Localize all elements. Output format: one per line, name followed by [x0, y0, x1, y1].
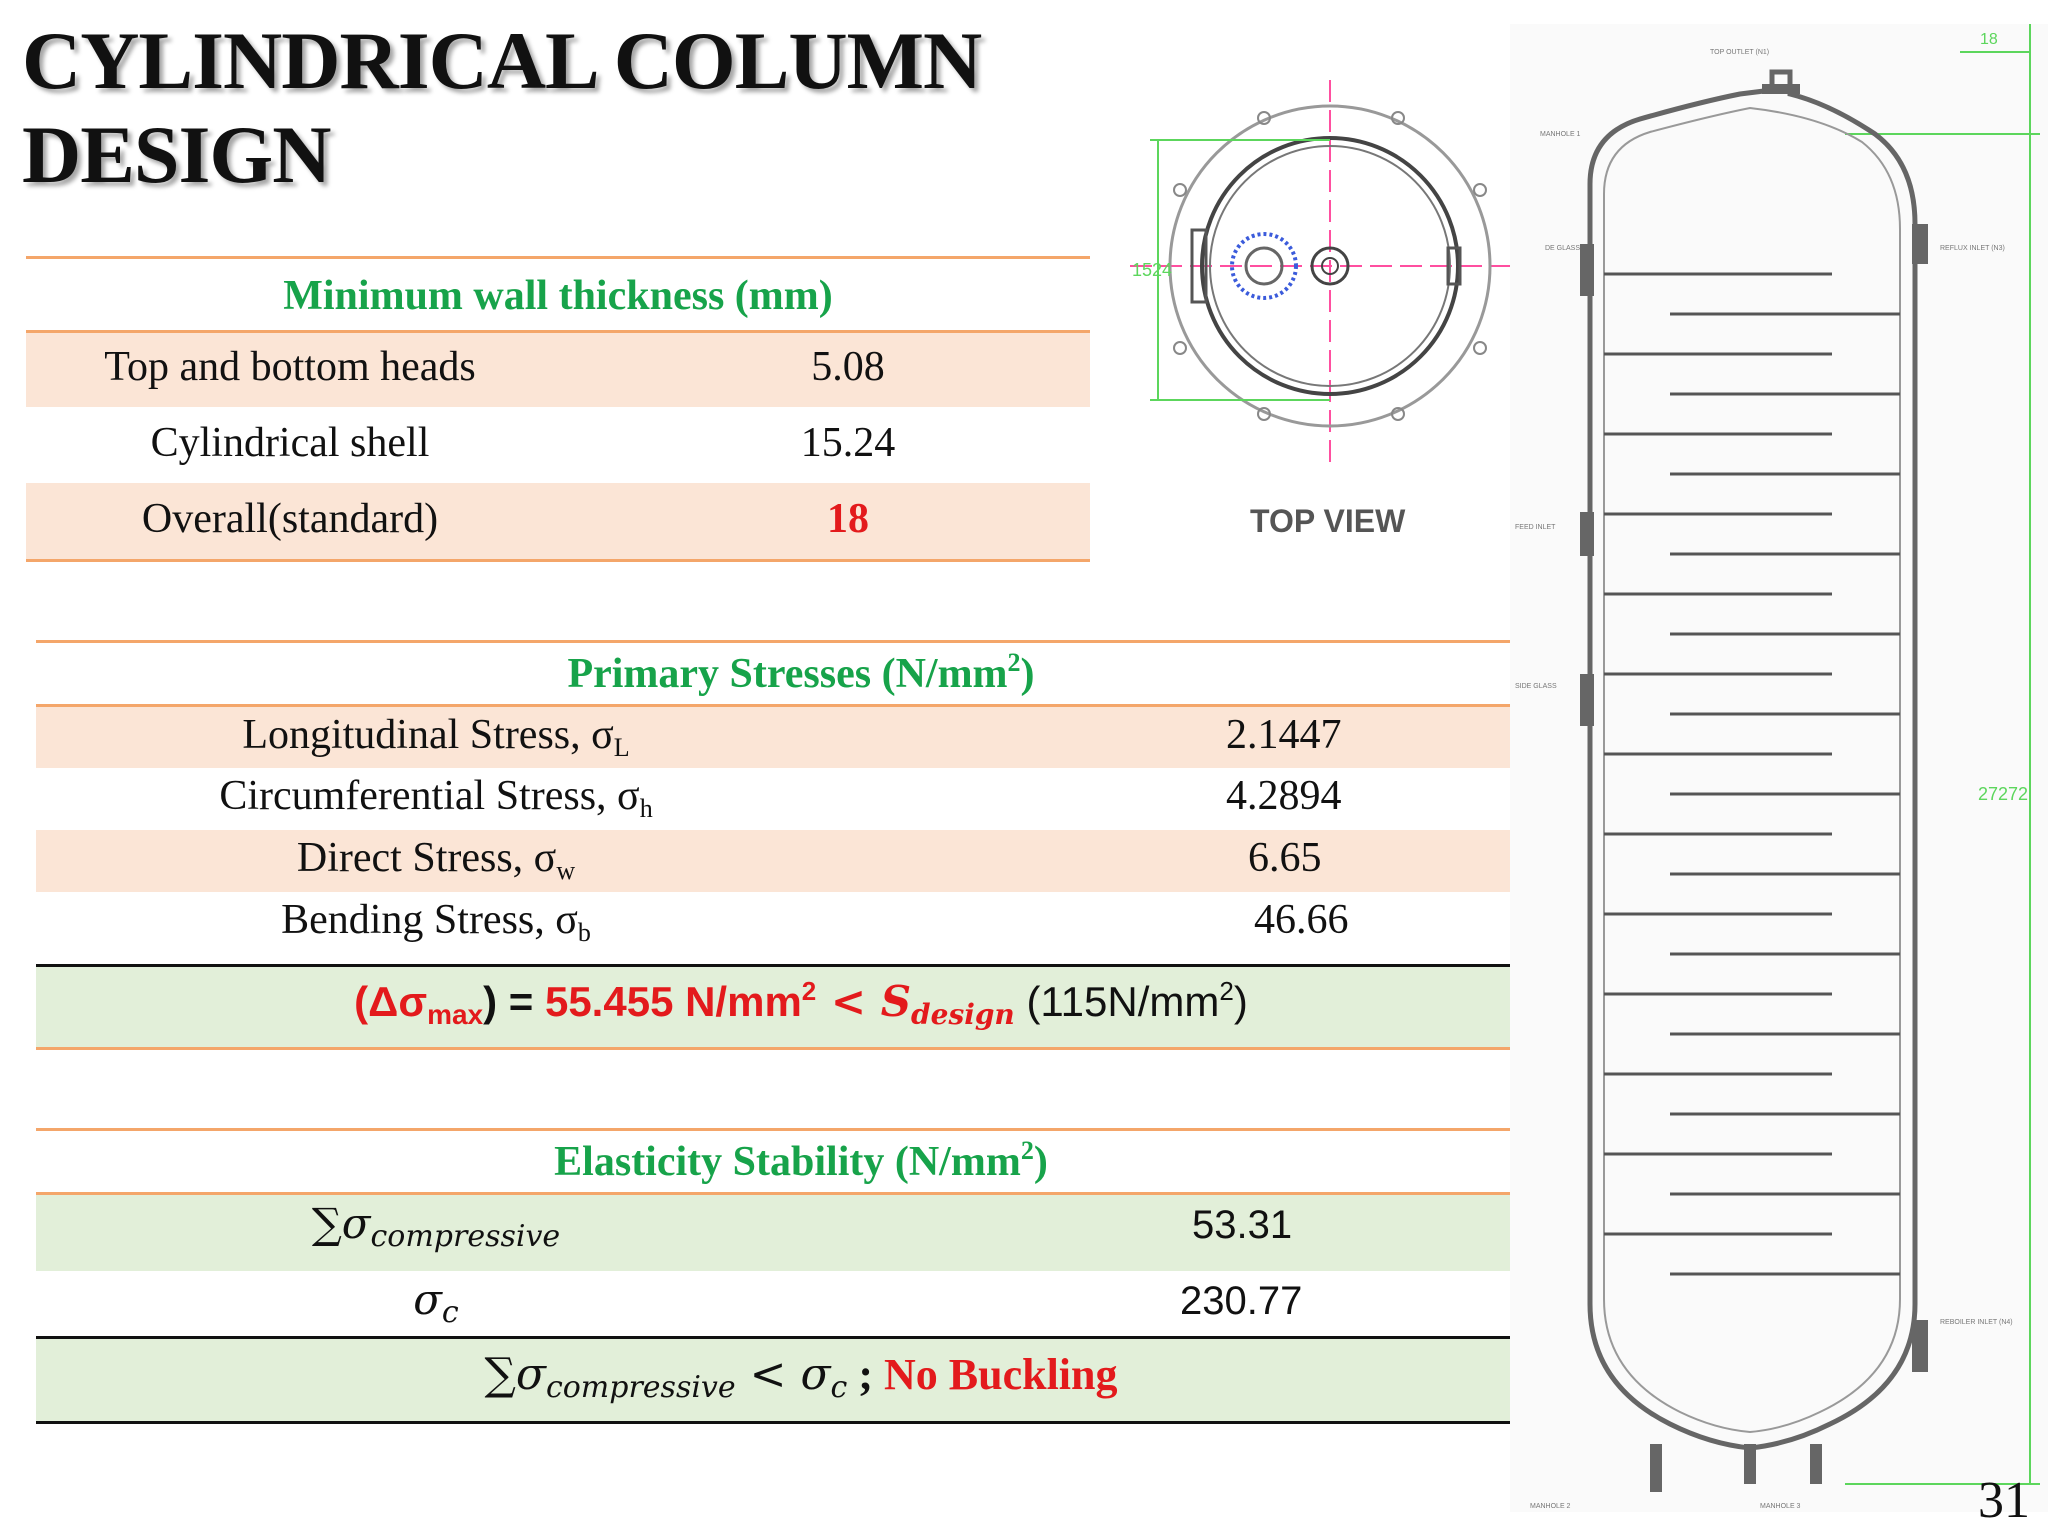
- row-label: Circumferential Stress, σh: [219, 773, 653, 823]
- page-number: 31: [1978, 1472, 2030, 1529]
- overall-thickness-value: 18: [827, 496, 869, 542]
- table-row: Longitudinal Stress, σL 2.1447: [36, 707, 1566, 768]
- row-value: 230.77: [1180, 1279, 1303, 1323]
- row-value: 4.2894: [1226, 773, 1342, 819]
- row-label: Bending Stress, σb: [281, 897, 591, 947]
- elasticity-stability-table: Elasticity Stability (N/mm2) ∑σcompressi…: [36, 1128, 1566, 1426]
- row-value: 46.66: [1254, 897, 1349, 943]
- table-row: σc 230.77: [36, 1271, 1566, 1341]
- table-row: Direct Stress, σw 6.65: [36, 830, 1566, 892]
- svg-text:FEED INLET: FEED INLET: [1515, 524, 1556, 531]
- svg-text:SIDE GLASS: SIDE GLASS: [1515, 683, 1557, 690]
- primary-stresses-table: Primary Stresses (N/mm2) Longitudinal St…: [36, 640, 1566, 1050]
- flange-top-view-svg: 1524 TOP VIEW: [1130, 80, 1510, 539]
- no-buckling-result: No Buckling: [883, 1350, 1118, 1399]
- dim-left-label: 1524: [1132, 260, 1172, 280]
- svg-text:DE GLASS: DE GLASS: [1545, 245, 1580, 252]
- row-label: ∑σcompressive: [311, 1199, 561, 1254]
- slide-title: CYLINDRICAL COLUMN DESIGN: [22, 14, 982, 202]
- svg-text:TOP OUTLET (N1): TOP OUTLET (N1): [1710, 49, 1769, 56]
- svg-text:MANHOLE 1: MANHOLE 1: [1540, 131, 1581, 138]
- title-line-2: DESIGN: [22, 109, 331, 200]
- svg-text:MANHOLE 2: MANHOLE 2: [1530, 1503, 1571, 1510]
- table-row: Cylindrical shell 15.24: [26, 407, 1090, 483]
- table-row: Bending Stress, σb 46.66: [36, 892, 1566, 954]
- svg-text:REBOILER INLET (N4): REBOILER INLET (N4): [1940, 1319, 2013, 1326]
- callout-labels: TOP OUTLET (N1) MANHOLE 1 DE GLASS REFLU…: [1515, 49, 2013, 1510]
- elasticity-header: Elasticity Stability (N/mm2): [554, 1136, 1048, 1186]
- row-value: 53.31: [1192, 1203, 1293, 1247]
- tray-lines: [1604, 272, 1900, 1276]
- row-label: Overall(standard): [141, 496, 439, 542]
- row-value: 5.08: [811, 344, 885, 390]
- row-label: σc: [413, 1275, 459, 1330]
- row-value: 2.1447: [1226, 712, 1342, 758]
- row-label: Longitudinal Stress, σL: [242, 712, 630, 762]
- svg-text:REFLUX INLET (N3): REFLUX INLET (N3): [1940, 245, 2005, 252]
- row-label: Direct Stress, σw: [296, 835, 576, 885]
- table-row: Circumferential Stress, σh 4.2894: [36, 768, 1566, 830]
- dim-height-label: 27272: [1978, 784, 2028, 804]
- dim-top-label: 18: [1980, 31, 1998, 48]
- table-row: ∑σcompressive 53.31: [36, 1195, 1566, 1271]
- wall-thickness-header: Minimum wall thickness (mm): [283, 273, 833, 319]
- top-view-drawing: 1524 TOP VIEW: [1130, 80, 1530, 560]
- table-row: Overall(standard) 18: [26, 483, 1090, 559]
- nozzles: [1580, 84, 1928, 1492]
- row-value: 15.24: [800, 420, 896, 466]
- wall-thickness-table: Minimum wall thickness (mm) Top and bott…: [26, 256, 1090, 564]
- column-elevation-drawing: 18 27272: [1500, 24, 2048, 1512]
- table-row: Top and bottom heads 5.08: [26, 333, 1090, 407]
- primary-stresses-header: Primary Stresses (N/mm2): [567, 648, 1035, 698]
- svg-text:MANHOLE 3: MANHOLE 3: [1760, 1503, 1801, 1510]
- row-label: Top and bottom heads: [104, 344, 476, 390]
- buckling-conclusion: ∑σcompressive < σc ; No Buckling: [36, 1339, 1566, 1421]
- column-elevation-svg: 18 27272: [1510, 24, 2048, 1512]
- row-value: 6.65: [1248, 835, 1322, 881]
- row-label: Cylindrical shell: [150, 420, 430, 466]
- max-stress-summary: (Δσmax) = 55.455 N/mm2 < Sdesign (115N/m…: [36, 967, 1566, 1047]
- title-line-1: CYLINDRICAL COLUMN: [22, 15, 982, 106]
- top-view-label: TOP VIEW: [1250, 503, 1406, 539]
